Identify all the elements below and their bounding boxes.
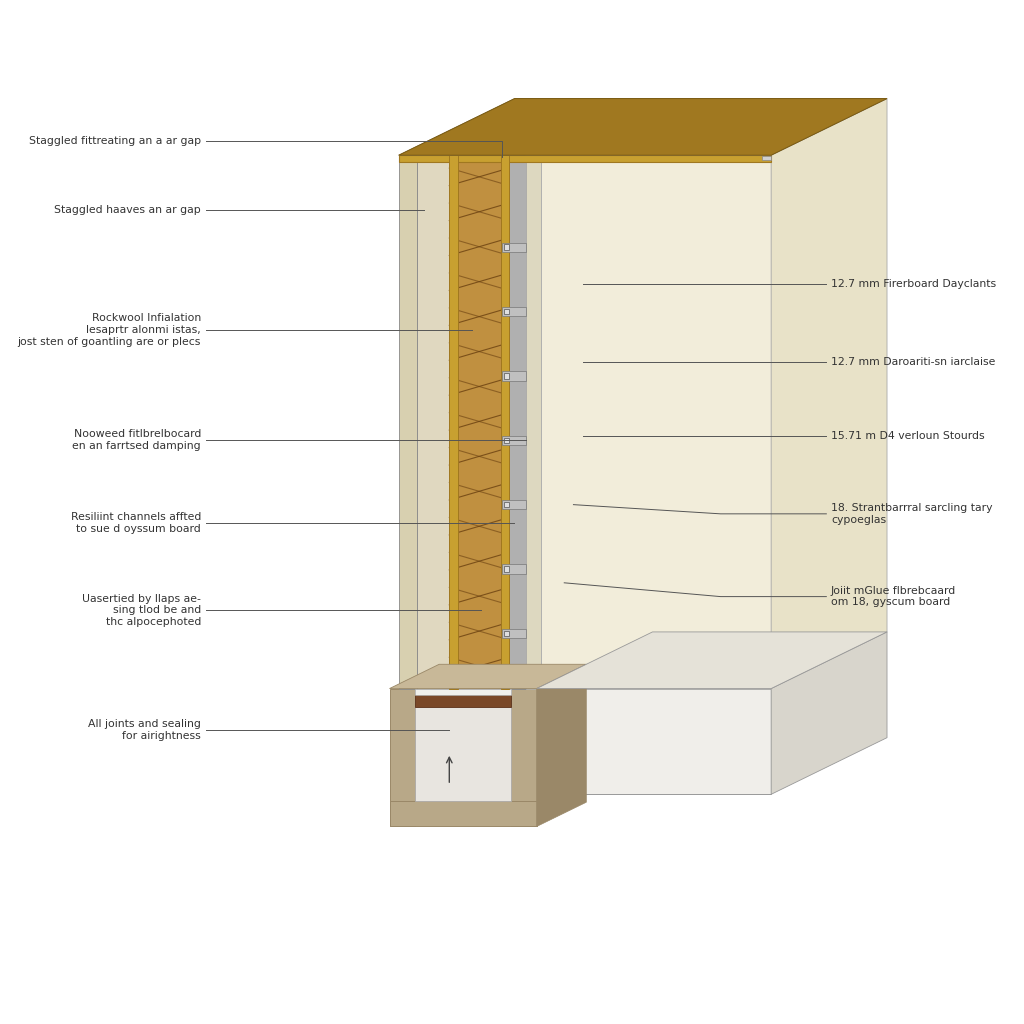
Polygon shape bbox=[502, 372, 525, 381]
Text: 12.7 mm Daroariti-sn iarclaise: 12.7 mm Daroariti-sn iarclaise bbox=[830, 357, 995, 368]
Polygon shape bbox=[502, 243, 525, 252]
Polygon shape bbox=[504, 566, 509, 571]
Text: 15.71 m D4 verloun Stourds: 15.71 m D4 verloun Stourds bbox=[830, 431, 984, 440]
Polygon shape bbox=[450, 98, 625, 156]
Polygon shape bbox=[762, 156, 771, 161]
Polygon shape bbox=[504, 502, 509, 508]
Polygon shape bbox=[525, 98, 657, 156]
Polygon shape bbox=[537, 688, 771, 795]
Polygon shape bbox=[504, 437, 509, 443]
Text: Rockwool Infialation
lesaprtr alonmi istas,
jost sten of goantling are or plecs: Rockwool Infialation lesaprtr alonmi ist… bbox=[17, 313, 201, 346]
Polygon shape bbox=[417, 98, 565, 156]
Polygon shape bbox=[416, 695, 511, 707]
Polygon shape bbox=[501, 156, 509, 688]
Polygon shape bbox=[398, 98, 532, 156]
Text: Nooweed fitlbrelbocard
en an farrtsed damping: Nooweed fitlbrelbocard en an farrtsed da… bbox=[73, 429, 201, 452]
Polygon shape bbox=[416, 688, 511, 801]
Text: 12.7 mm Firerboard Dayclants: 12.7 mm Firerboard Dayclants bbox=[830, 279, 996, 289]
Polygon shape bbox=[542, 98, 887, 156]
Polygon shape bbox=[542, 156, 771, 688]
Polygon shape bbox=[525, 156, 542, 688]
Polygon shape bbox=[502, 435, 525, 444]
Polygon shape bbox=[502, 564, 525, 573]
Text: Staggled haaves an ar gap: Staggled haaves an ar gap bbox=[54, 206, 201, 215]
Polygon shape bbox=[771, 98, 887, 688]
Polygon shape bbox=[398, 98, 887, 156]
Text: 18. Strantbarrral sarcling tary
cypoeglas: 18. Strantbarrral sarcling tary cypoegla… bbox=[830, 503, 992, 524]
Polygon shape bbox=[450, 156, 458, 688]
Polygon shape bbox=[509, 156, 525, 688]
Text: Staggled fittreating an a ar gap: Staggled fittreating an a ar gap bbox=[29, 136, 201, 146]
Polygon shape bbox=[504, 631, 509, 636]
Polygon shape bbox=[504, 373, 509, 379]
Polygon shape bbox=[398, 156, 771, 162]
Polygon shape bbox=[416, 688, 511, 695]
Polygon shape bbox=[511, 688, 537, 826]
Polygon shape bbox=[417, 156, 450, 688]
Text: All joints and sealing
for airightness: All joints and sealing for airightness bbox=[88, 719, 201, 740]
Polygon shape bbox=[504, 245, 509, 250]
Polygon shape bbox=[509, 98, 641, 156]
Polygon shape bbox=[537, 665, 587, 826]
Polygon shape bbox=[389, 665, 587, 688]
Polygon shape bbox=[389, 801, 537, 826]
Text: Joiit mGlue flbrebcaard
om 18, gyscum board: Joiit mGlue flbrebcaard om 18, gyscum bo… bbox=[830, 586, 956, 607]
Polygon shape bbox=[771, 632, 887, 795]
Polygon shape bbox=[450, 156, 509, 688]
Polygon shape bbox=[502, 629, 525, 638]
Text: Resiliint channels affted
to sue d oyssum board: Resiliint channels affted to sue d oyssu… bbox=[71, 512, 201, 534]
Polygon shape bbox=[537, 632, 887, 688]
Polygon shape bbox=[504, 309, 509, 314]
Text: Uasertied by llaps ae-
sing tlod be and
thc alpocephoted: Uasertied by llaps ae- sing tlod be and … bbox=[82, 594, 201, 627]
Polygon shape bbox=[398, 156, 417, 688]
Polygon shape bbox=[502, 307, 525, 316]
Polygon shape bbox=[502, 500, 525, 509]
Polygon shape bbox=[389, 688, 416, 826]
